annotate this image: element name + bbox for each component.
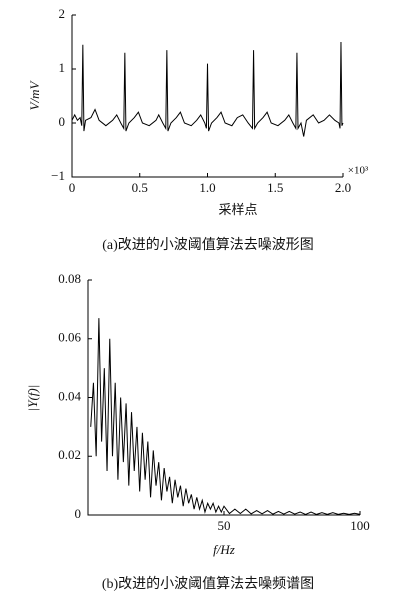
annotation: ×10³ — [348, 165, 369, 177]
y-tick-label: 2 — [59, 6, 66, 21]
x-tick-label: 1.5 — [267, 180, 283, 195]
y-axis-label: V/mV — [27, 80, 42, 111]
x-tick-label: 100 — [350, 518, 370, 533]
x-tick-label: 50 — [218, 518, 231, 533]
y-tick-label: 0 — [75, 506, 82, 521]
y-tick-label: 0.02 — [58, 447, 81, 462]
caption: (b)改进的小波阈值算法去噪频谱图 — [102, 576, 314, 592]
line — [71, 41, 344, 137]
y-tick-label: 0.04 — [58, 388, 81, 403]
caption: (a)改进的小波阈值算法去噪波形图 — [102, 237, 314, 253]
y-tick-label: 0 — [59, 114, 66, 129]
x-tick-label: 2.0 — [335, 180, 351, 195]
y-tick-label: −1 — [51, 168, 65, 183]
axes — [71, 15, 343, 178]
y-axis-label: |Y(f)| — [25, 385, 40, 412]
x-tick-label: 0 — [69, 180, 76, 195]
x-axis-label: f/Hz — [213, 542, 235, 557]
line — [90, 318, 361, 515]
x-tick-label: 1.0 — [199, 180, 215, 195]
x-tick-label: 0.5 — [132, 180, 148, 195]
y-tick-label: 0.06 — [58, 330, 81, 345]
x-axis-label: 采样点 — [218, 202, 257, 217]
y-tick-label: 0.08 — [58, 271, 81, 286]
y-tick-label: 1 — [59, 60, 66, 75]
